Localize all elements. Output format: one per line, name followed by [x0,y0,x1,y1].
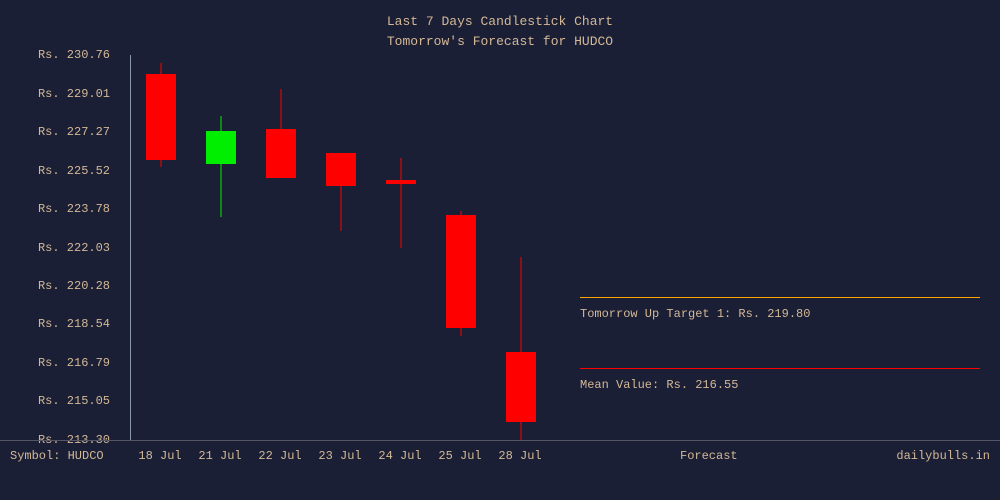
title-line-1: Last 7 Days Candlestick Chart [0,12,1000,32]
x-tick-label: 28 Jul [498,449,541,463]
candle-body [146,74,176,160]
x-axis-labels: 18 Jul 21 Jul 22 Jul 23 Jul 24 Jul 25 Jul 28 J… [130,449,550,469]
x-tick-label: 23 Jul [318,449,361,463]
mean-value-line [580,368,980,369]
forecast-footer-label: Forecast [680,449,738,463]
x-tick-label: 18 Jul [138,449,181,463]
candle-wick [401,158,402,248]
y-tick-label: Rs. 229.01 [38,87,110,101]
y-tick-label: Rs. 218.54 [38,317,110,331]
chart-area: Rs. 230.76Rs. 229.01Rs. 227.27Rs. 225.52… [0,55,1000,440]
y-tick-label: Rs. 227.27 [38,125,110,139]
symbol-label: Symbol: HUDCO [10,449,104,463]
y-tick-label: Rs. 225.52 [38,164,110,178]
y-tick-label: Rs. 216.79 [38,356,110,370]
candle-body [506,352,536,423]
y-tick-label: Rs. 230.76 [38,48,110,62]
candle-body [446,215,476,327]
candle-body [326,153,356,186]
site-label: dailybulls.in [896,449,990,463]
candle-body [206,131,236,164]
candle-body [386,180,416,184]
y-tick-label: Rs. 222.03 [38,241,110,255]
y-tick-label: Rs. 215.05 [38,394,110,408]
candle-body [266,129,296,178]
x-tick-label: 24 Jul [378,449,421,463]
title-line-2: Tomorrow's Forecast for HUDCO [0,32,1000,52]
footer-bar: Symbol: HUDCO 18 Jul 21 Jul 22 Jul 23 Jul 24… [0,440,1000,500]
x-tick-label: 22 Jul [258,449,301,463]
x-tick-label: 25 Jul [438,449,481,463]
up-target-line [580,297,980,298]
y-tick-label: Rs. 223.78 [38,202,110,216]
x-tick-label: 21 Jul [198,449,241,463]
y-tick-label: Rs. 220.28 [38,279,110,293]
candlestick-plot [130,55,550,440]
forecast-panel: Tomorrow Up Target 1: Rs. 219.80 Mean Val… [580,55,980,440]
y-axis: Rs. 230.76Rs. 229.01Rs. 227.27Rs. 225.52… [0,55,120,440]
chart-title: Last 7 Days Candlestick Chart Tomorrow's… [0,0,1000,51]
mean-value-label: Mean Value: Rs. 216.55 [580,378,738,392]
up-target-label: Tomorrow Up Target 1: Rs. 219.80 [580,307,810,321]
